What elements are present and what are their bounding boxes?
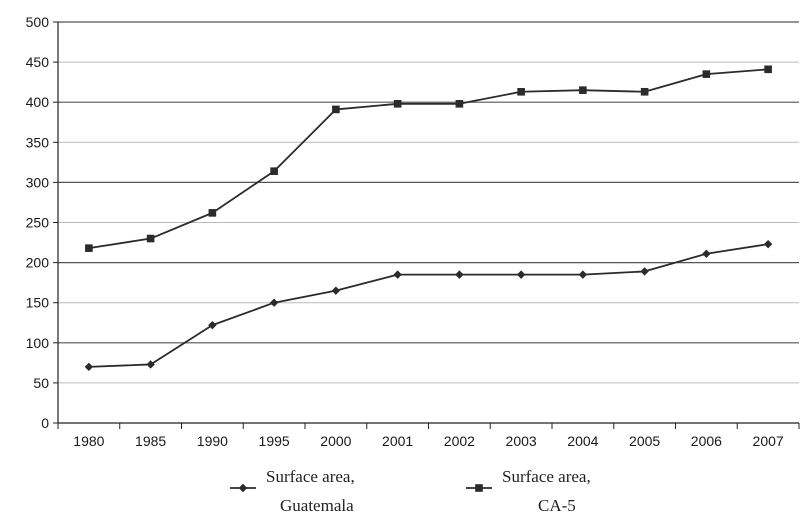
x-tick-label: 2004	[567, 433, 598, 449]
legend-label: Surface area,	[266, 467, 355, 486]
y-tick-label: 400	[26, 94, 50, 110]
y-tick-label: 100	[26, 335, 50, 351]
x-tick-label: 2002	[444, 433, 475, 449]
x-tick-label: 2003	[506, 433, 537, 449]
data-point	[640, 267, 649, 276]
x-tick-label: 1995	[259, 433, 290, 449]
series-1	[84, 239, 773, 372]
data-point	[331, 286, 341, 295]
legend-label: CA-5	[538, 496, 576, 515]
x-tick-label: 1990	[197, 433, 228, 449]
data-point	[270, 167, 278, 175]
data-point	[208, 209, 217, 217]
legend-item-1: Surface area, Guatemala	[230, 467, 355, 515]
series-2	[85, 65, 772, 252]
data-point	[579, 86, 587, 94]
legend-label: Surface area,	[502, 467, 591, 486]
data-point	[85, 244, 93, 252]
y-tick-label: 300	[26, 174, 50, 190]
data-point	[393, 270, 402, 279]
series-line	[88, 68, 769, 250]
series-line	[88, 243, 769, 368]
data-point	[208, 320, 217, 330]
data-point	[146, 360, 155, 369]
x-tick-label: 2007	[753, 433, 784, 449]
data-point	[517, 87, 525, 96]
gridlines	[58, 21, 799, 384]
legend-label: Guatemala	[280, 496, 354, 515]
axes	[53, 21, 800, 429]
y-tick-labels: 0 50 100 150 200 250 300 350 400 450 500	[26, 14, 50, 431]
legend: Surface area, Guatemala Surface area, CA-5	[230, 467, 591, 515]
x-tick-label: 1985	[135, 433, 166, 449]
y-tick-label: 50	[33, 375, 49, 391]
data-point	[393, 100, 402, 108]
data-point	[269, 298, 279, 307]
x-tick-label: 2005	[629, 433, 660, 449]
y-tick-label: 450	[26, 54, 50, 70]
data-point	[455, 270, 464, 279]
x-tick-label: 1980	[73, 433, 104, 449]
y-tick-label: 0	[41, 415, 49, 431]
y-tick-label: 500	[26, 14, 50, 30]
series	[84, 65, 773, 372]
data-point	[84, 362, 94, 372]
y-tick-label: 200	[26, 255, 50, 271]
x-tick-label: 2006	[691, 433, 722, 449]
data-point	[578, 270, 588, 279]
data-point	[702, 70, 711, 78]
data-point	[516, 270, 526, 279]
x-tick-label: 2001	[382, 433, 413, 449]
data-point	[763, 239, 773, 249]
data-point	[146, 234, 155, 243]
data-point	[702, 249, 711, 258]
data-point	[332, 105, 340, 114]
legend-item-2: Surface area, CA-5	[466, 467, 591, 515]
data-point	[764, 65, 772, 74]
data-point	[455, 100, 464, 108]
x-tick-labels: 1980 1985 1990 1995 2000 2001 2002 2003 2004 2005…	[73, 433, 784, 449]
y-tick-label: 150	[26, 295, 50, 311]
y-tick-label: 250	[26, 215, 50, 231]
y-tick-label: 350	[26, 134, 50, 150]
data-point	[640, 87, 649, 96]
x-tick-label: 2000	[320, 433, 351, 449]
legend-marker	[238, 483, 248, 493]
legend-marker	[475, 484, 483, 492]
